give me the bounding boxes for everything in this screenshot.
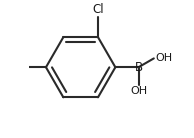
Text: OH: OH (130, 86, 147, 96)
Text: OH: OH (155, 53, 172, 63)
Text: B: B (134, 61, 143, 74)
Text: Cl: Cl (92, 3, 104, 16)
